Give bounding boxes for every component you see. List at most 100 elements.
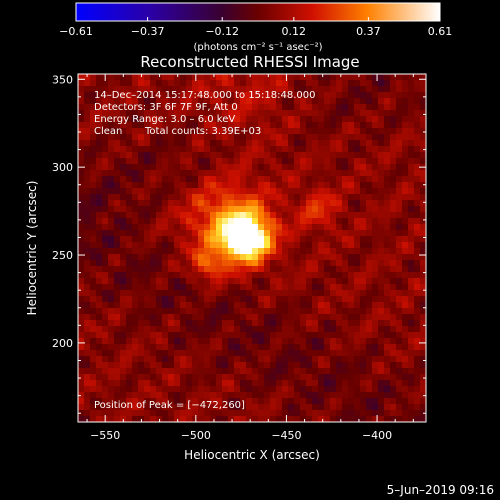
heatmap-cell <box>282 404 289 411</box>
heatmap-cell <box>174 338 181 345</box>
heatmap-cell <box>204 116 211 123</box>
heatmap-cell <box>402 248 409 255</box>
heatmap-cell <box>366 254 373 261</box>
heatmap-cell <box>228 326 235 333</box>
heatmap-cell <box>318 386 325 393</box>
heatmap-cell <box>378 392 385 399</box>
heatmap-cell <box>210 224 217 231</box>
heatmap-cell <box>336 350 343 357</box>
heatmap-cell <box>114 266 121 273</box>
heatmap-cell <box>252 308 259 315</box>
heatmap-cell <box>102 182 109 189</box>
heatmap-cell <box>180 254 187 261</box>
heatmap-cell <box>234 392 241 399</box>
heatmap-cell <box>108 278 115 285</box>
heatmap-cell <box>318 308 325 315</box>
heatmap-cell <box>336 386 343 393</box>
heatmap-cell <box>96 194 103 201</box>
heatmap-cell <box>282 104 289 111</box>
heatmap-cell <box>288 266 295 273</box>
heatmap-cell <box>126 284 133 291</box>
heatmap-cell <box>402 182 409 189</box>
heatmap-cell <box>204 200 211 207</box>
heatmap-cell <box>114 302 121 309</box>
heatmap-cell <box>342 116 349 123</box>
heatmap-cell <box>246 110 253 117</box>
heatmap-cell <box>378 410 385 417</box>
heatmap-cell <box>78 284 85 291</box>
heatmap-cell <box>228 278 235 285</box>
heatmap-cell <box>198 374 205 381</box>
heatmap-cell <box>306 170 313 177</box>
heatmap-cell <box>246 128 253 135</box>
heatmap-cell <box>162 158 169 165</box>
heatmap-cell <box>336 200 343 207</box>
heatmap-cell <box>306 356 313 363</box>
heatmap-cell <box>138 356 145 363</box>
heatmap-cell <box>120 224 127 231</box>
heatmap-cell <box>216 332 223 339</box>
heatmap-cell <box>372 152 379 159</box>
heatmap-cell <box>228 338 235 345</box>
heatmap-cell <box>282 272 289 279</box>
heatmap-cell <box>324 218 331 225</box>
heatmap-cell <box>144 98 151 105</box>
heatmap-cell <box>354 332 361 339</box>
heatmap-cells <box>78 74 426 422</box>
heatmap-cell <box>420 128 426 135</box>
heatmap-cell <box>168 182 175 189</box>
heatmap-cell <box>324 350 331 357</box>
heatmap-cell <box>102 356 109 363</box>
heatmap-cell <box>126 74 133 81</box>
heatmap-cell <box>204 122 211 129</box>
heatmap-cell <box>360 80 367 87</box>
heatmap-cell <box>102 86 109 93</box>
heatmap-cell <box>216 326 223 333</box>
heatmap-cell <box>90 146 97 153</box>
heatmap-cell <box>192 218 199 225</box>
heatmap-cell <box>108 158 115 165</box>
heatmap-cell <box>168 242 175 249</box>
heatmap-cell <box>342 362 349 369</box>
heatmap-cell <box>84 86 91 93</box>
heatmap-cell <box>300 410 307 417</box>
heatmap-cell <box>138 164 145 171</box>
heatmap-cell <box>414 326 421 333</box>
heatmap-cell <box>372 140 379 147</box>
heatmap-cell <box>234 410 241 417</box>
heatmap-cell <box>264 140 271 147</box>
heatmap-cell <box>360 302 367 309</box>
heatmap-cell <box>198 110 205 117</box>
heatmap-cell <box>360 362 367 369</box>
heatmap-cell <box>420 308 426 315</box>
heatmap-cell <box>318 218 325 225</box>
heatmap-cell <box>306 74 313 81</box>
heatmap-cell <box>144 176 151 183</box>
heatmap-cell <box>252 356 259 363</box>
heatmap-cell <box>90 296 97 303</box>
heatmap-cell <box>108 398 115 405</box>
heatmap-cell <box>354 206 361 213</box>
heatmap-cell <box>198 200 205 207</box>
heatmap-cell <box>240 332 247 339</box>
heatmap-cell <box>162 116 169 123</box>
heatmap-cell <box>156 374 163 381</box>
annotation-counts: Total counts: 3.39E+03 <box>144 126 261 137</box>
heatmap-cell <box>144 206 151 213</box>
heatmap-cell <box>246 302 253 309</box>
heatmap-cell <box>192 410 199 417</box>
heatmap-cell <box>270 374 277 381</box>
heatmap-cell <box>372 158 379 165</box>
heatmap-cell <box>300 104 307 111</box>
heatmap-cell <box>180 224 187 231</box>
heatmap-cell <box>324 254 331 261</box>
heatmap-cell <box>240 416 247 422</box>
heatmap-cell <box>210 110 217 117</box>
heatmap-cell <box>78 188 85 195</box>
heatmap-cell <box>360 248 367 255</box>
heatmap-cell <box>102 320 109 327</box>
heatmap-cell <box>192 398 199 405</box>
heatmap-cell <box>258 212 265 219</box>
heatmap-cell <box>318 374 325 381</box>
heatmap-cell <box>336 140 343 147</box>
